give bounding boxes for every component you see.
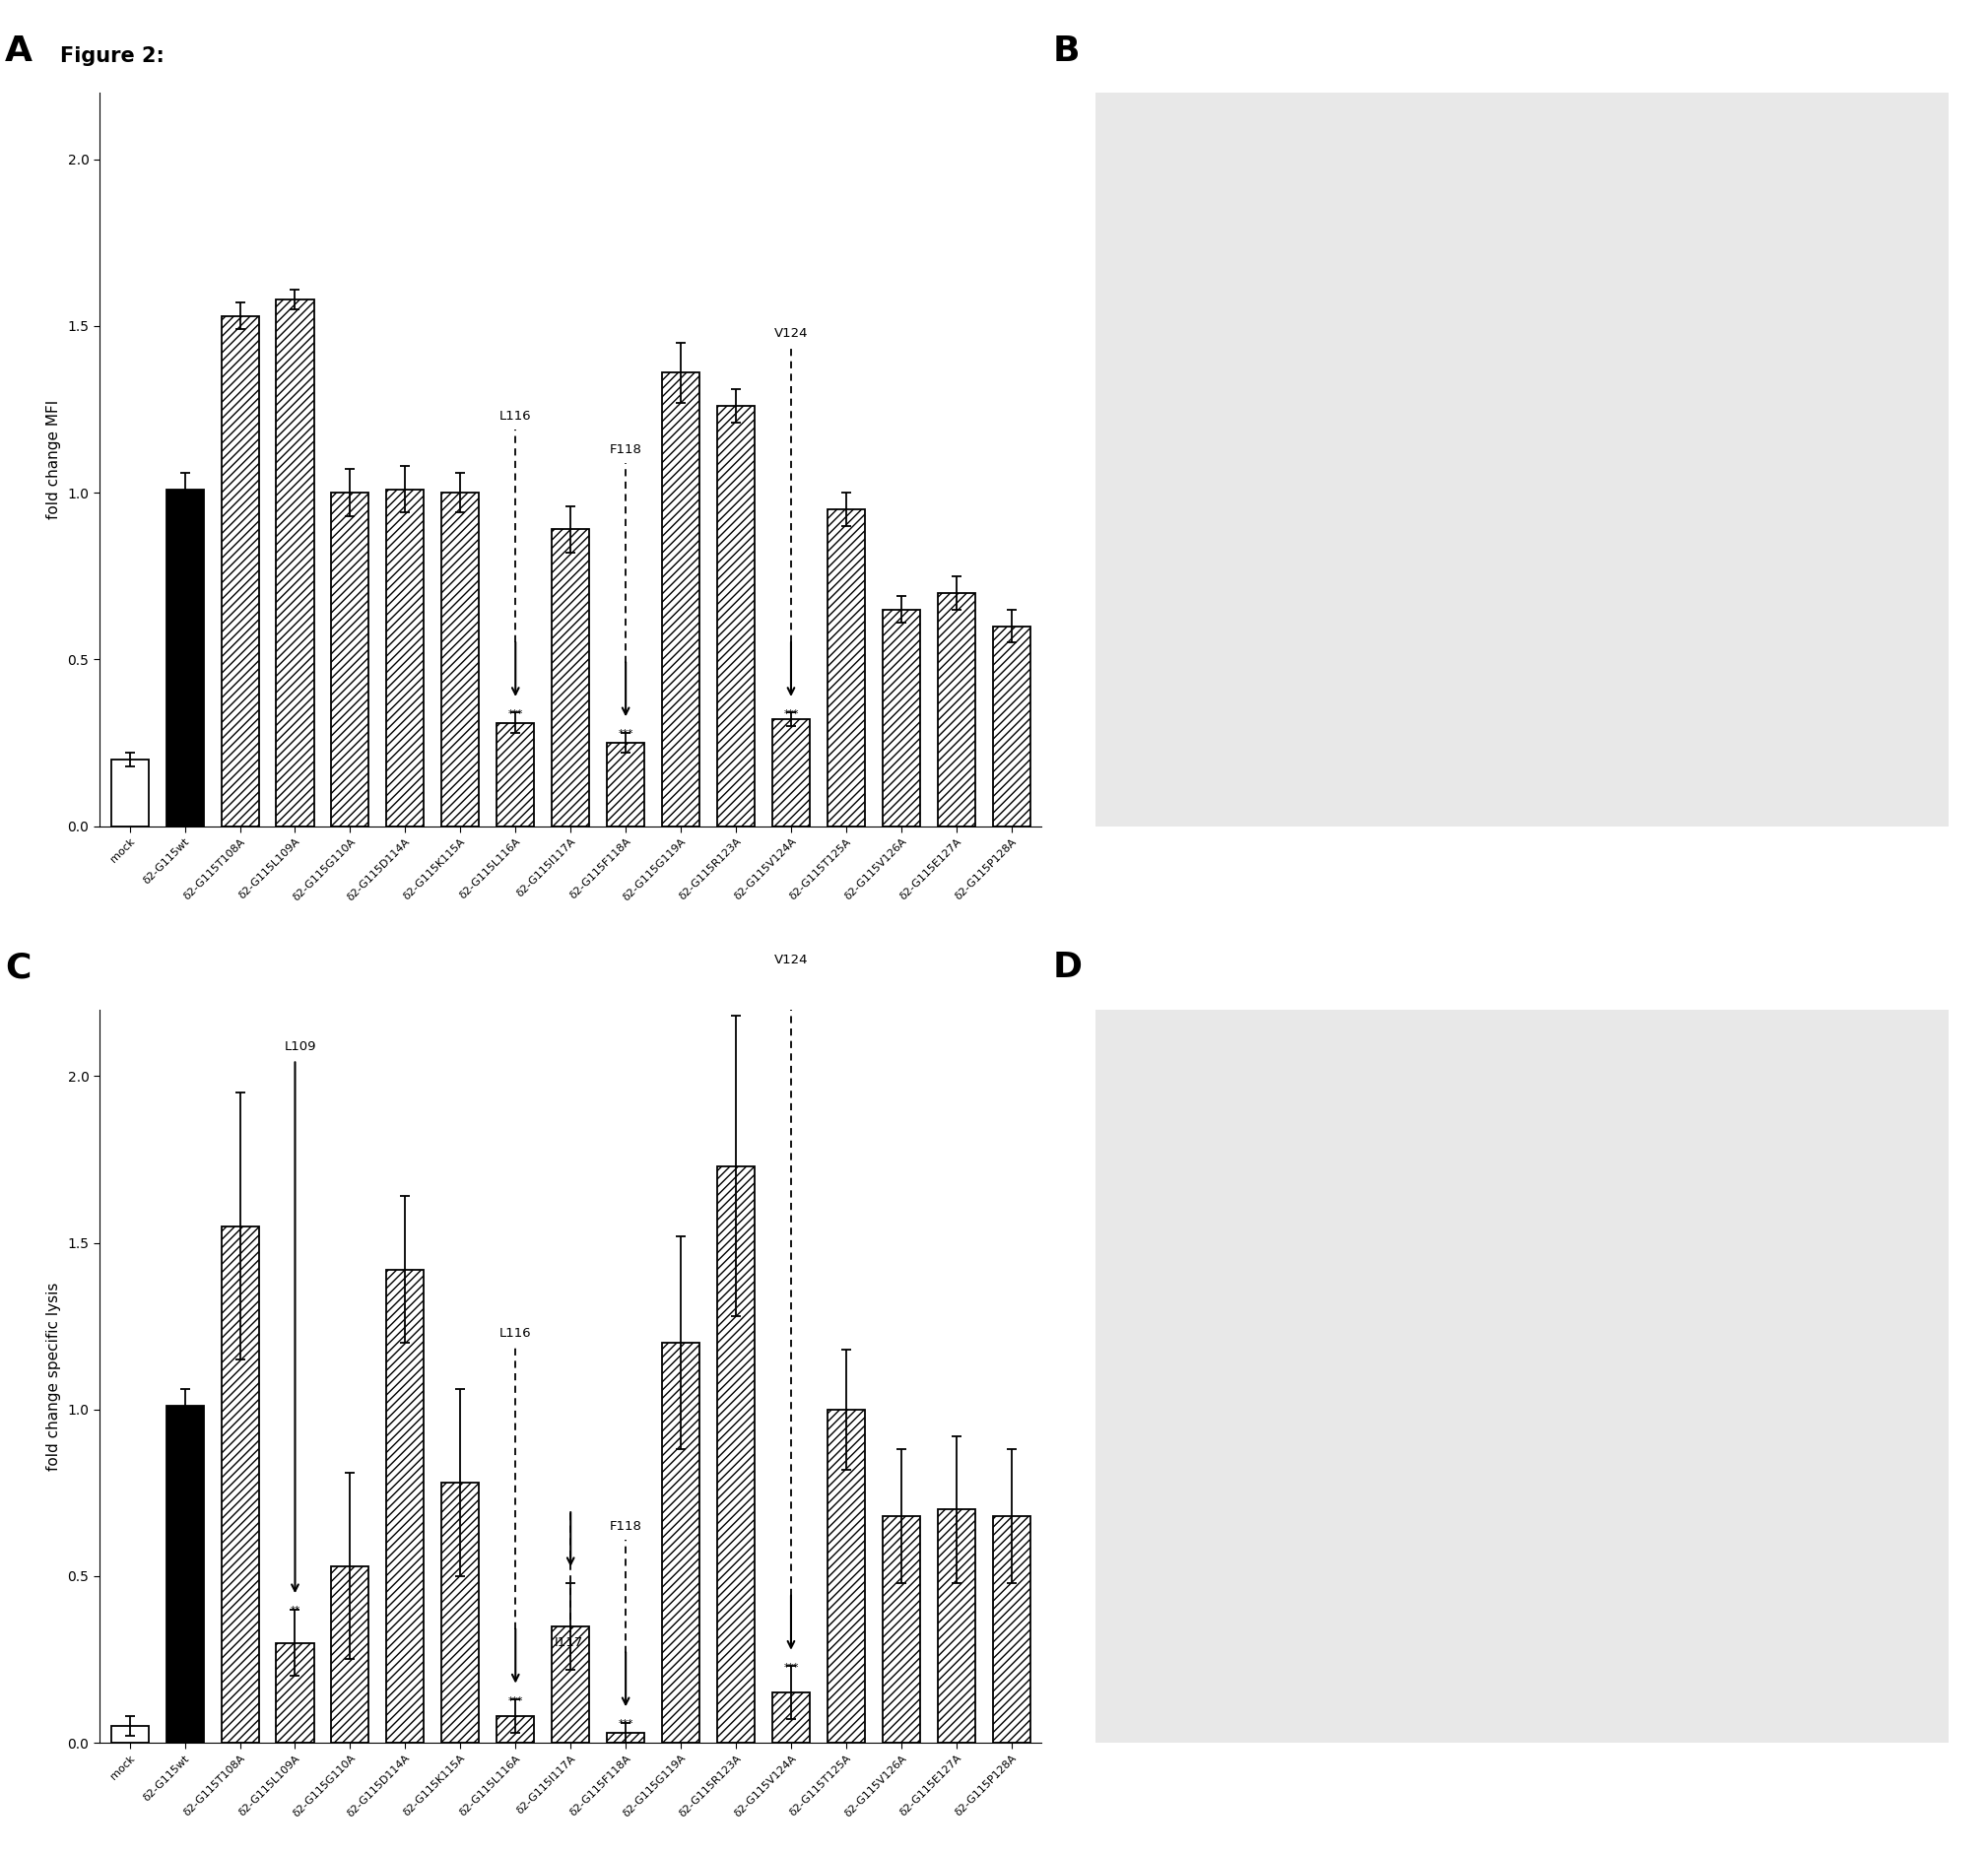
Bar bbox=[662, 1342, 700, 1743]
Bar bbox=[332, 1567, 370, 1743]
Bar bbox=[827, 510, 865, 827]
Bar bbox=[441, 493, 479, 827]
Text: V124: V124 bbox=[775, 953, 809, 966]
Bar bbox=[497, 723, 535, 827]
FancyBboxPatch shape bbox=[1095, 93, 1948, 827]
Text: ***: *** bbox=[783, 1663, 799, 1672]
Bar bbox=[441, 1483, 479, 1743]
Text: I117: I117 bbox=[555, 1637, 582, 1650]
Bar bbox=[662, 373, 700, 827]
Bar bbox=[992, 1517, 1030, 1743]
Text: C: C bbox=[6, 951, 32, 984]
Text: F118: F118 bbox=[608, 1520, 642, 1533]
Bar bbox=[167, 1405, 203, 1743]
Text: D: D bbox=[1054, 951, 1083, 984]
Text: **: ** bbox=[290, 1606, 300, 1617]
Bar bbox=[827, 1409, 865, 1743]
Bar bbox=[606, 1733, 644, 1743]
Text: A: A bbox=[6, 33, 32, 67]
Bar bbox=[276, 298, 314, 827]
Bar bbox=[938, 593, 974, 827]
Text: L109: L109 bbox=[284, 1040, 316, 1053]
Bar bbox=[606, 743, 644, 827]
Bar bbox=[553, 1626, 588, 1743]
Text: paired with γ9-G115$_{\mathrm{wt}}$: paired with γ9-G115$_{\mathrm{wt}}$ bbox=[487, 1289, 654, 1307]
Text: ***: *** bbox=[507, 710, 523, 719]
Bar bbox=[771, 1693, 809, 1743]
Bar bbox=[111, 1726, 149, 1743]
Bar bbox=[718, 406, 755, 827]
Bar bbox=[221, 1225, 258, 1743]
Bar bbox=[332, 493, 370, 827]
Bar bbox=[111, 760, 149, 827]
Bar bbox=[938, 1509, 974, 1743]
Text: B: B bbox=[1054, 33, 1079, 67]
Bar bbox=[883, 1517, 920, 1743]
FancyBboxPatch shape bbox=[1095, 1009, 1948, 1743]
Bar bbox=[276, 1643, 314, 1743]
Bar bbox=[553, 530, 588, 827]
Text: F118: F118 bbox=[608, 443, 642, 456]
Text: ***: *** bbox=[618, 729, 634, 740]
Y-axis label: fold change MFI: fold change MFI bbox=[46, 400, 60, 519]
Text: ***: *** bbox=[618, 1719, 634, 1730]
Text: L116: L116 bbox=[499, 1327, 531, 1339]
Bar bbox=[718, 1166, 755, 1743]
Y-axis label: fold change specific lysis: fold change specific lysis bbox=[46, 1281, 60, 1470]
Text: Figure 2:: Figure 2: bbox=[60, 46, 163, 67]
Bar bbox=[992, 627, 1030, 827]
Text: ***: *** bbox=[507, 1696, 523, 1706]
Bar bbox=[883, 610, 920, 827]
Bar bbox=[771, 719, 809, 827]
Bar bbox=[167, 489, 203, 827]
Text: L116: L116 bbox=[499, 410, 531, 423]
Text: V124: V124 bbox=[775, 326, 809, 339]
Bar bbox=[497, 1717, 535, 1743]
Bar bbox=[386, 489, 423, 827]
Bar bbox=[221, 315, 258, 827]
Text: ***: *** bbox=[783, 710, 799, 719]
Bar bbox=[386, 1270, 423, 1743]
